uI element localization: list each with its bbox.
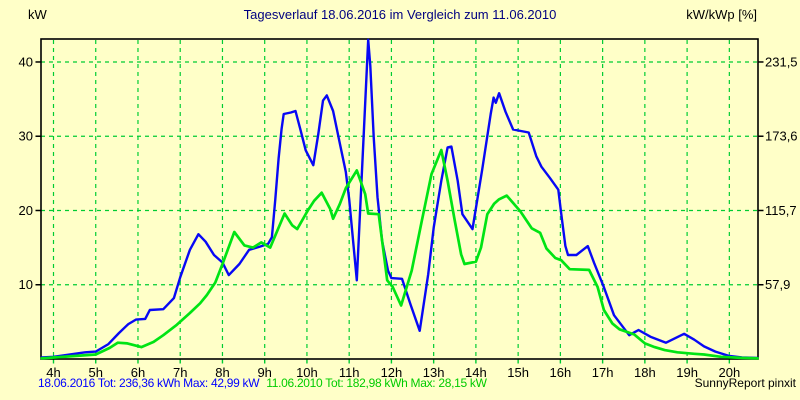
left-axis-tick-label: 20 bbox=[19, 203, 33, 218]
x-axis-tick-label: 10h bbox=[296, 365, 318, 380]
x-axis-tick-label: 4h bbox=[46, 365, 60, 380]
right-axis-tick-label: 173,6 bbox=[765, 129, 798, 144]
right-axis-tick-label: 115,7 bbox=[765, 203, 797, 218]
watermark-label: SunnyReport pinxit bbox=[694, 376, 796, 390]
right-axis-tick-label: 57,9 bbox=[765, 277, 790, 292]
x-axis-tick-label: 13h bbox=[423, 365, 445, 380]
left-axis-tick-label: 40 bbox=[19, 54, 33, 69]
x-axis-tick-label: 16h bbox=[550, 365, 572, 380]
right-axis-unit-label: kW/kWp [%] bbox=[686, 7, 757, 22]
x-axis-tick-label: 8h bbox=[215, 365, 229, 380]
x-axis-tick-label: 11h bbox=[339, 365, 360, 380]
x-axis-tick-label: 5h bbox=[89, 365, 103, 380]
x-axis-tick-label: 15h bbox=[507, 365, 529, 380]
x-axis-tick-label: 20h bbox=[718, 365, 740, 380]
x-axis-tick-label: 14h bbox=[465, 365, 487, 380]
x-axis-tick-label: 9h bbox=[257, 365, 271, 380]
plot-border bbox=[40, 38, 759, 360]
chart-legend: 18.06.2016 Tot: 236,36 kWh Max: 42,99 kW… bbox=[38, 376, 796, 390]
x-axis-tick-label: 17h bbox=[592, 365, 614, 380]
x-axis-tick-label: 6h bbox=[131, 365, 145, 380]
left-axis-tick-label: 30 bbox=[19, 129, 33, 144]
chart-title: Tagesverlauf 18.06.2016 im Vergleich zum… bbox=[243, 7, 557, 22]
right-axis-tick-label: 231,5 bbox=[765, 54, 798, 69]
left-axis-tick-label: 10 bbox=[19, 277, 33, 292]
x-axis-tick-label: 19h bbox=[676, 365, 698, 380]
x-axis-tick-label: 18h bbox=[634, 365, 656, 380]
series-line-18.06.2016 bbox=[40, 38, 759, 360]
legend-series1-stats: 18.06.2016 Tot: 236,36 kWh Max: 42,99 kW bbox=[38, 376, 260, 390]
x-axis-tick-label: 12h bbox=[381, 365, 403, 380]
left-axis-unit-label: kW bbox=[28, 7, 47, 22]
legend-series2-stats: 11.06.2010 Tot: 182,98 kWh Max: 28,15 kW bbox=[266, 376, 487, 390]
series-line-11.06.2010 bbox=[40, 148, 759, 360]
x-axis-tick-label: 7h bbox=[173, 365, 187, 380]
